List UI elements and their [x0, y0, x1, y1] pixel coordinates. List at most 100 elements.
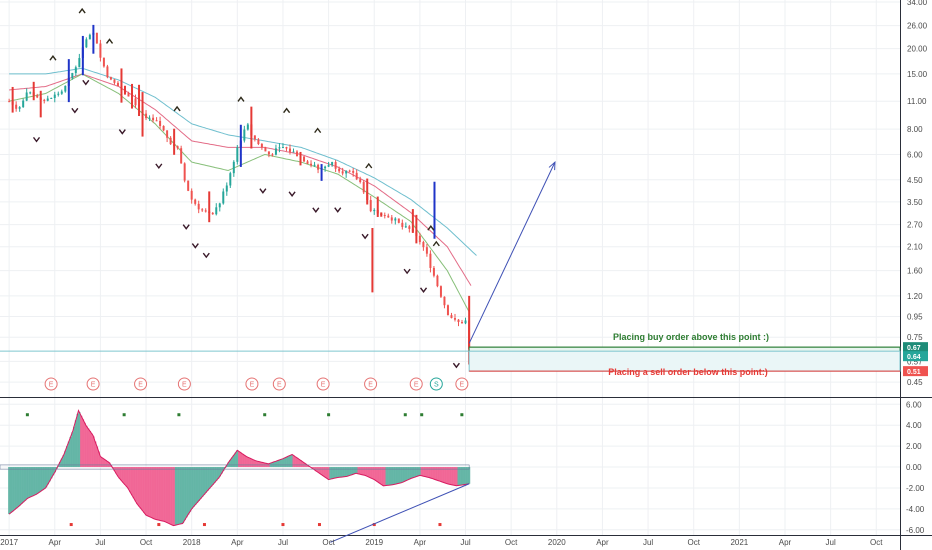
- time-tick-label[interactable]: Oct: [870, 538, 883, 547]
- pivot-low-marker: [182, 224, 190, 230]
- price-tick-label[interactable]: 2.70: [907, 221, 923, 230]
- osc-tick-label[interactable]: -6.00: [906, 526, 925, 535]
- osc-bar: [174, 467, 178, 526]
- osc-bar: [202, 467, 206, 495]
- time-tick-label[interactable]: Apr: [414, 538, 427, 547]
- earnings-marker-circle: [316, 377, 330, 391]
- osc-tick-label[interactable]: 2.00: [906, 442, 922, 451]
- candle-body: [92, 32, 95, 35]
- earnings-marker-circle: [272, 377, 286, 391]
- osc-bar: [122, 467, 125, 483]
- price-tick-label[interactable]: 8.00: [907, 125, 923, 134]
- osc-bar: [346, 467, 350, 477]
- price-tick-label[interactable]: 2.10: [907, 243, 923, 252]
- time-tick-label[interactable]: Oct: [687, 538, 700, 547]
- candle-body: [362, 182, 365, 193]
- candle: [85, 37, 88, 48]
- candle-body: [274, 148, 277, 155]
- osc-bar: [283, 457, 286, 468]
- price-tick-label[interactable]: 0.45: [907, 378, 923, 387]
- price-tick-label[interactable]: 0.75: [907, 333, 923, 342]
- time-tick-label[interactable]: Oct: [505, 538, 518, 547]
- osc-bar: [425, 467, 429, 477]
- time-tick-label[interactable]: 2021: [730, 538, 748, 547]
- price-tick-label[interactable]: 1.20: [907, 292, 923, 301]
- time-tick-label[interactable]: Jul: [643, 538, 653, 547]
- osc-bar: [43, 467, 46, 489]
- time-tick-label[interactable]: Jul: [460, 538, 470, 547]
- price-tick-label[interactable]: 6.00: [907, 150, 923, 159]
- osc-bar: [32, 467, 35, 496]
- time-tick-label[interactable]: Jul: [95, 538, 105, 547]
- osc-bar: [406, 467, 409, 480]
- time-tick-label[interactable]: Apr: [231, 538, 244, 547]
- osc-bar: [16, 467, 20, 508]
- osc-bar: [436, 467, 439, 481]
- pivot-low-marker: [118, 129, 126, 135]
- candle-body: [436, 275, 439, 287]
- candle-body: [313, 164, 316, 166]
- candle-body: [461, 322, 464, 324]
- price-tick-label[interactable]: 11.00: [907, 97, 927, 106]
- osc-tick-label[interactable]: 6.00: [906, 400, 922, 409]
- price-tick-label[interactable]: 20.00: [907, 45, 928, 54]
- earnings-marker-circle: [364, 377, 378, 391]
- candle-body: [327, 165, 330, 167]
- time-tick-label[interactable]: Apr: [596, 538, 609, 547]
- time-tick-label[interactable]: 2017: [0, 538, 18, 547]
- time-tick-label[interactable]: 2020: [548, 538, 566, 547]
- price-badge-bg: [903, 366, 928, 377]
- pivot-high-marker: [49, 55, 57, 61]
- time-tick-label[interactable]: Jul: [826, 538, 836, 547]
- price-tick-label[interactable]: 34.00: [907, 0, 928, 7]
- osc-tick-label[interactable]: 4.00: [906, 421, 922, 430]
- candle-body: [394, 218, 397, 221]
- candle-body: [380, 213, 383, 216]
- osc-bar: [194, 467, 197, 505]
- candle: [373, 208, 376, 215]
- ema-line-1: [9, 67, 477, 256]
- osc-bar: [180, 467, 183, 524]
- time-tick-label[interactable]: Apr: [49, 538, 62, 547]
- time-tick-label[interactable]: Oct: [140, 538, 153, 547]
- price-tick-label[interactable]: 1.60: [907, 267, 923, 276]
- candle-body: [331, 162, 334, 166]
- candle-body: [78, 58, 81, 68]
- candle: [432, 266, 435, 278]
- price-axis[interactable]: 34.00 26.00 20.00 15.00 11.00 8.00 6.00 4.50 3.5…: [903, 0, 928, 535]
- osc-tick-label[interactable]: 0.00: [906, 463, 922, 472]
- price-tick-label[interactable]: 15.00: [907, 70, 928, 79]
- time-tick-label[interactable]: 2019: [365, 538, 383, 547]
- price-tick-label[interactable]: 0.95: [907, 312, 923, 321]
- osc-bar: [132, 467, 135, 499]
- osc-bar: [171, 467, 174, 526]
- time-tick-label[interactable]: 2018: [183, 538, 201, 547]
- osc-bar: [331, 467, 334, 479]
- osc-tick-label[interactable]: -2.00: [906, 484, 925, 493]
- candle: [225, 182, 228, 196]
- osc-tick-label[interactable]: -4.00: [906, 505, 925, 514]
- time-tick-label[interactable]: Jul: [278, 538, 288, 547]
- candle-body: [264, 147, 267, 152]
- osc-bar: [455, 467, 458, 486]
- candle-body: [15, 104, 18, 109]
- osc-bar: [387, 467, 390, 486]
- osc-green-dot: [25, 413, 29, 417]
- candle-body: [18, 107, 21, 109]
- osc-bar: [311, 467, 315, 469]
- price-tick-label[interactable]: 3.50: [907, 198, 923, 207]
- time-tick-label[interactable]: Oct: [322, 538, 335, 547]
- price-tick-label[interactable]: 0.57: [907, 357, 923, 366]
- candle-body: [190, 190, 193, 200]
- osc-bar: [166, 467, 169, 523]
- osc-bar: [187, 467, 190, 515]
- price-tick-label[interactable]: 26.00: [907, 22, 928, 31]
- osc-bar: [153, 467, 157, 520]
- time-axis[interactable]: 2017 Apr Jul Oct 2018 Apr Jul Oct 2019 Apr Jul Oct 2…: [0, 538, 883, 547]
- candle: [355, 169, 358, 181]
- candle: [257, 138, 260, 146]
- time-tick-label[interactable]: Apr: [779, 538, 792, 547]
- price-tick-label[interactable]: 4.50: [907, 176, 923, 185]
- candle-body: [145, 113, 148, 119]
- candle: [411, 209, 414, 233]
